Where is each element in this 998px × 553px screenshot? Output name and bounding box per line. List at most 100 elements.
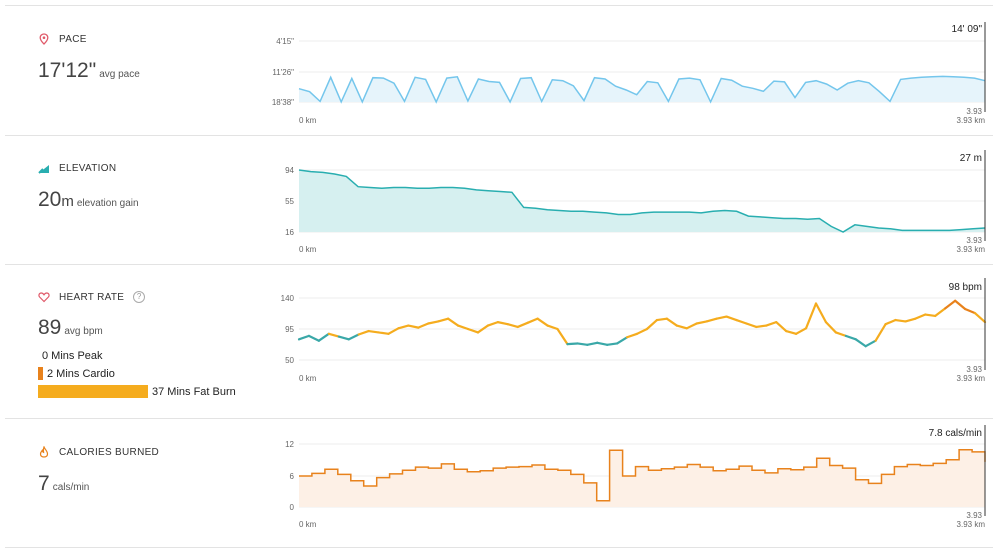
hr-segment bbox=[476, 324, 489, 334]
heart-rate-title: HEART RATE bbox=[59, 291, 125, 303]
hr-x-end-top: 3.93 bbox=[966, 365, 982, 374]
hr-segment bbox=[417, 322, 430, 329]
hr-segment bbox=[566, 342, 579, 346]
pace-section[interactable]: PACE 17'12" avg pace bbox=[5, 6, 993, 136]
elevation-icon bbox=[38, 165, 49, 174]
zone-fat-burn-bar bbox=[38, 385, 148, 398]
hr-segment bbox=[516, 321, 529, 329]
hr-segment bbox=[934, 307, 947, 318]
pace-y-tick: 4'15" bbox=[276, 37, 294, 46]
calories-summary: 7 cals/min bbox=[38, 472, 89, 496]
pace-x-end-top: 3.93 bbox=[966, 107, 982, 116]
hr-segment bbox=[814, 302, 828, 324]
hr-segment bbox=[695, 320, 708, 325]
elevation-value: 20 bbox=[38, 188, 62, 211]
elevation-area bbox=[299, 170, 985, 232]
elevation-value-unit: m bbox=[61, 193, 74, 210]
hr-segment bbox=[437, 317, 450, 323]
hr-segment bbox=[665, 317, 678, 327]
hr-segment bbox=[645, 318, 659, 331]
hr-segment bbox=[954, 299, 967, 311]
elevation-line bbox=[298, 169, 986, 233]
elevation-x-end-top: 3.93 bbox=[966, 236, 982, 245]
heart-rate-header: HEART RATE ? bbox=[38, 291, 146, 303]
hr-segment bbox=[327, 332, 340, 338]
elevation-x-start: 0 km bbox=[299, 245, 317, 254]
cal-x-end-top: 3.93 bbox=[966, 511, 982, 520]
hr-segment bbox=[824, 321, 837, 334]
heart-rate-line bbox=[297, 299, 987, 348]
elevation-peak-label: 27 m bbox=[960, 153, 982, 164]
cal-y-tick: 0 bbox=[290, 503, 295, 512]
pace-y-tick: 18'38" bbox=[272, 98, 294, 107]
hr-segment bbox=[715, 315, 728, 320]
hr-segment bbox=[576, 342, 589, 346]
hr-segment bbox=[854, 338, 867, 348]
pace-x-end: 3.93 km bbox=[957, 116, 986, 125]
hr-segment bbox=[297, 334, 311, 341]
hr-segment bbox=[586, 341, 599, 346]
calories-header: CALORIES BURNED bbox=[38, 446, 159, 458]
elevation-y-tick: 94 bbox=[285, 166, 294, 175]
heart-rate-value: 89 bbox=[38, 316, 62, 339]
hr-segment bbox=[337, 335, 350, 341]
hr-x-end: 3.93 km bbox=[957, 374, 986, 383]
hr-peak-label: 98 bpm bbox=[949, 282, 982, 293]
hr-segment bbox=[844, 334, 857, 341]
hr-segment bbox=[496, 321, 509, 326]
heart-rate-unit: avg bpm bbox=[64, 326, 103, 337]
hr-segment bbox=[685, 322, 698, 330]
elevation-y-tick: 55 bbox=[285, 197, 294, 206]
hr-segment bbox=[427, 320, 440, 325]
top-divider bbox=[5, 5, 993, 6]
hr-segment bbox=[884, 318, 897, 326]
heart-rate-chart[interactable]: 140 95 50 98 bpm 3.93 0 km 3.93 km bbox=[281, 278, 987, 383]
hr-segment bbox=[447, 317, 460, 327]
elevation-x-end: 3.93 km bbox=[957, 245, 986, 254]
cal-y-tick: 12 bbox=[285, 440, 294, 449]
elevation-y-tick: 16 bbox=[285, 228, 294, 237]
hr-segment bbox=[625, 332, 639, 339]
calories-unit: cals/min bbox=[52, 482, 90, 493]
flame-icon bbox=[39, 446, 49, 458]
zone-peak: 0 Mins Peak bbox=[38, 349, 103, 362]
elevation-summary: 20m elevation gain bbox=[38, 188, 139, 212]
pace-title: PACE bbox=[59, 33, 87, 45]
hr-segment bbox=[964, 307, 977, 315]
cal-x-start: 0 km bbox=[299, 520, 317, 529]
calories-value: 7 bbox=[38, 472, 50, 495]
pace-chart[interactable]: 4'15" 11'26" 18'38" 14' 09" 3.93 0 km 3.… bbox=[272, 22, 986, 125]
hr-segment bbox=[973, 312, 987, 324]
calories-area bbox=[299, 449, 985, 507]
hr-segment bbox=[765, 321, 778, 327]
location-pin-icon bbox=[39, 33, 49, 45]
hr-segment bbox=[606, 342, 619, 346]
hr-segment bbox=[307, 334, 320, 342]
hr-segment bbox=[914, 313, 927, 320]
hr-segment bbox=[556, 327, 569, 346]
elevation-chart[interactable]: 94 55 16 27 m 3.93 0 km 3.93 km bbox=[285, 150, 986, 254]
hr-segment bbox=[596, 341, 609, 346]
calories-line bbox=[299, 449, 986, 502]
hr-segment bbox=[635, 327, 649, 335]
heart-rate-section[interactable]: HEART RATE ? 89 avg bpm 0 Mins Peak 2 Min… bbox=[5, 265, 993, 419]
hr-segment bbox=[347, 333, 360, 341]
pace-line bbox=[298, 75, 986, 104]
zone-cardio: 2 Mins Cardio bbox=[38, 367, 115, 380]
hr-segment bbox=[795, 327, 808, 335]
hr-segment bbox=[655, 317, 668, 322]
zone-cardio-label: 2 Mins Cardio bbox=[47, 367, 115, 380]
zone-peak-label: 0 Mins Peak bbox=[42, 349, 103, 362]
elevation-header: ELEVATION bbox=[38, 162, 116, 174]
hr-segment bbox=[834, 331, 847, 337]
calories-chart[interactable]: 12 6 0 7.8 cals/min 3.93 0 km 3.93 km bbox=[285, 425, 986, 529]
cal-peak-label: 7.8 cals/min bbox=[929, 428, 982, 439]
hr-segment bbox=[387, 327, 400, 335]
hr-segment bbox=[536, 317, 549, 327]
help-icon[interactable]: ? bbox=[133, 291, 146, 303]
zone-fat-burn-label: 37 Mins Fat Burn bbox=[152, 385, 236, 398]
elevation-unit: elevation gain bbox=[76, 198, 139, 209]
hr-segment bbox=[755, 324, 768, 329]
hr-segment bbox=[864, 339, 877, 348]
